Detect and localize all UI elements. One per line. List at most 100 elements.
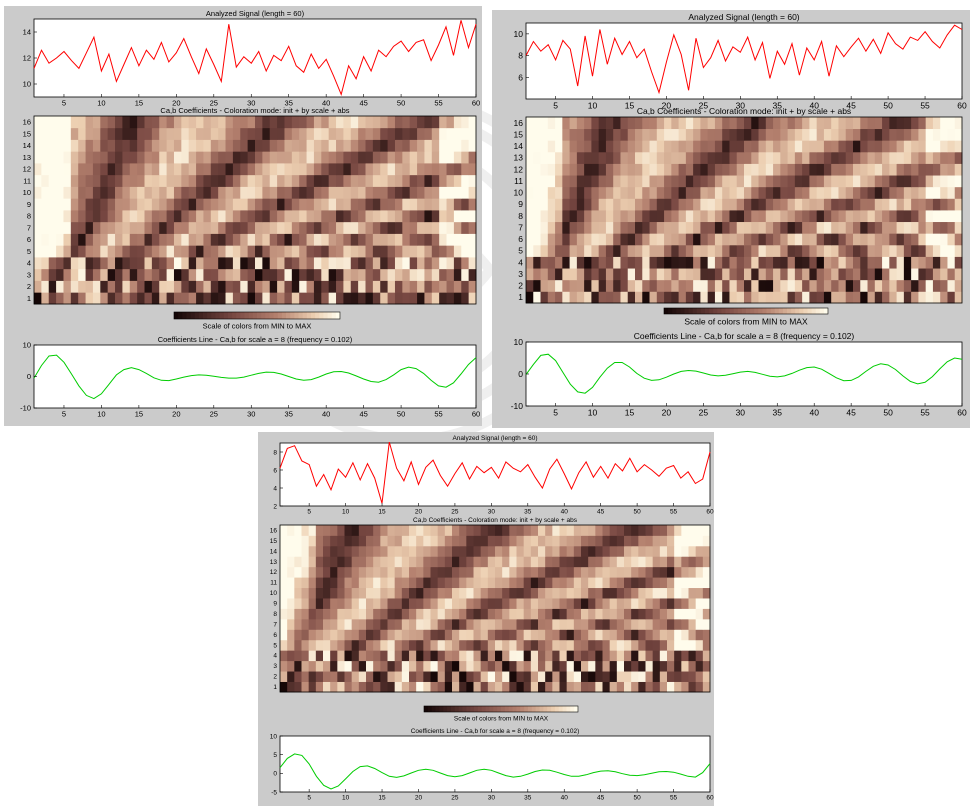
heatmap-cell [321, 268, 330, 281]
heatmap-cell [765, 140, 774, 153]
heatmap-cell [616, 535, 625, 547]
heatmap-cell [882, 186, 890, 199]
heatmap-cell [595, 566, 603, 578]
heatmap-cell [693, 128, 701, 141]
heatmap-cell [620, 198, 629, 211]
heatmap-cell [714, 163, 723, 176]
heatmap-cell [831, 221, 839, 234]
heatmap-cell [196, 116, 204, 129]
heatmap-cell [502, 681, 510, 693]
heatmap-cell [758, 163, 767, 176]
heatmap-cell [358, 292, 366, 305]
heatmap-cell [860, 175, 868, 188]
heatmap-cell [380, 587, 388, 599]
heatmap-cell [758, 128, 767, 141]
heatmap-cell [277, 127, 285, 140]
heatmap-cell [940, 128, 948, 141]
heatmap-cell [159, 151, 167, 164]
heatmap-cell [526, 117, 534, 130]
heatmap-cell [947, 128, 956, 141]
heatmap-cell [509, 660, 517, 672]
heatmap-cell [584, 279, 592, 292]
heatmap-cell [358, 210, 366, 223]
heatmap-cell [188, 151, 197, 164]
heatmap-cell [380, 681, 388, 693]
heatmap-cell [306, 221, 315, 234]
heatmap-cell [627, 268, 636, 281]
heatmap-cell [649, 117, 658, 130]
heatmap-cell [144, 280, 153, 293]
heatmap-cell [707, 186, 716, 199]
heatmap-cell [280, 577, 288, 589]
heatmap-cell [624, 681, 632, 693]
heatmap-cell [166, 233, 175, 246]
heatmap-cell [294, 671, 302, 682]
heatmap-cell [166, 245, 175, 258]
heatmap-cell [308, 608, 317, 620]
heatmap-cell [652, 629, 661, 641]
heatmap-cell [287, 618, 295, 630]
heatmap-cell [461, 139, 470, 152]
heatmap-cell [301, 566, 310, 578]
heatmap-cell [605, 221, 614, 234]
heatmap-cell [394, 660, 403, 672]
heatmap-cell [495, 618, 503, 630]
heatmap-cell [466, 618, 474, 630]
heatmap-cell [387, 608, 396, 620]
heatmap-cell [860, 291, 868, 304]
coefficients-line-xtick-label: 45 [359, 410, 367, 419]
heatmap-cell [277, 198, 285, 211]
heatmap-cell [526, 151, 534, 164]
heatmap-cell [736, 151, 745, 164]
heatmap-cell [287, 639, 295, 651]
heatmap-cell [674, 566, 682, 578]
heatmap-cell [280, 671, 288, 682]
heatmap-cell [566, 681, 575, 693]
heatmap-cell [430, 566, 439, 578]
heatmap-cell [645, 566, 654, 578]
heatmap-cell [439, 186, 447, 199]
heatmap-cell [685, 291, 694, 304]
heatmap-cell [729, 256, 738, 269]
heatmap-cell [468, 221, 477, 234]
heatmap-cell [301, 629, 310, 641]
heatmap-cell [547, 268, 556, 281]
heatmap-cell [284, 139, 293, 152]
signal-xtick-label: 55 [434, 99, 442, 108]
heatmap-cell [700, 163, 709, 176]
heatmap-cell [313, 233, 322, 246]
heatmap-cell [409, 186, 418, 199]
heatmap-cell [350, 233, 359, 246]
heatmap-cell [330, 525, 338, 536]
heatmap-cell [437, 598, 446, 609]
heatmap-cell [613, 151, 621, 164]
heatmap-cell [576, 244, 585, 257]
heatmap-cell [642, 151, 650, 164]
heatmap-cell [203, 257, 212, 270]
heatmap-cell [631, 629, 639, 641]
heatmap-cell [845, 175, 854, 188]
heatmap-cell [664, 186, 672, 199]
heatmap-cell [269, 186, 278, 199]
signal-xtick-label: 60 [472, 99, 480, 108]
heatmap-cell [874, 268, 883, 281]
heatmap-cell [787, 186, 796, 199]
heatmap-cell [707, 291, 716, 304]
heatmap-cell [700, 244, 709, 257]
heatmap-cell [129, 210, 138, 223]
heatmap-cell [714, 279, 723, 292]
heatmap-cell [63, 198, 72, 211]
signal-xtick-label: 45 [359, 99, 367, 108]
heatmap-cell [203, 186, 212, 199]
heatmap-cell [751, 244, 759, 257]
heatmap-cell [402, 127, 411, 140]
heatmap-cell [652, 535, 661, 547]
heatmap-cell [107, 116, 116, 129]
heatmap-cell [678, 244, 687, 257]
heatmap-cell [294, 525, 302, 536]
heatmap-cell [232, 174, 241, 187]
heatmap-cell [315, 535, 324, 547]
heatmap-cell [882, 151, 890, 164]
heatmap-cell [545, 618, 553, 630]
heatmap-cell [576, 117, 585, 130]
